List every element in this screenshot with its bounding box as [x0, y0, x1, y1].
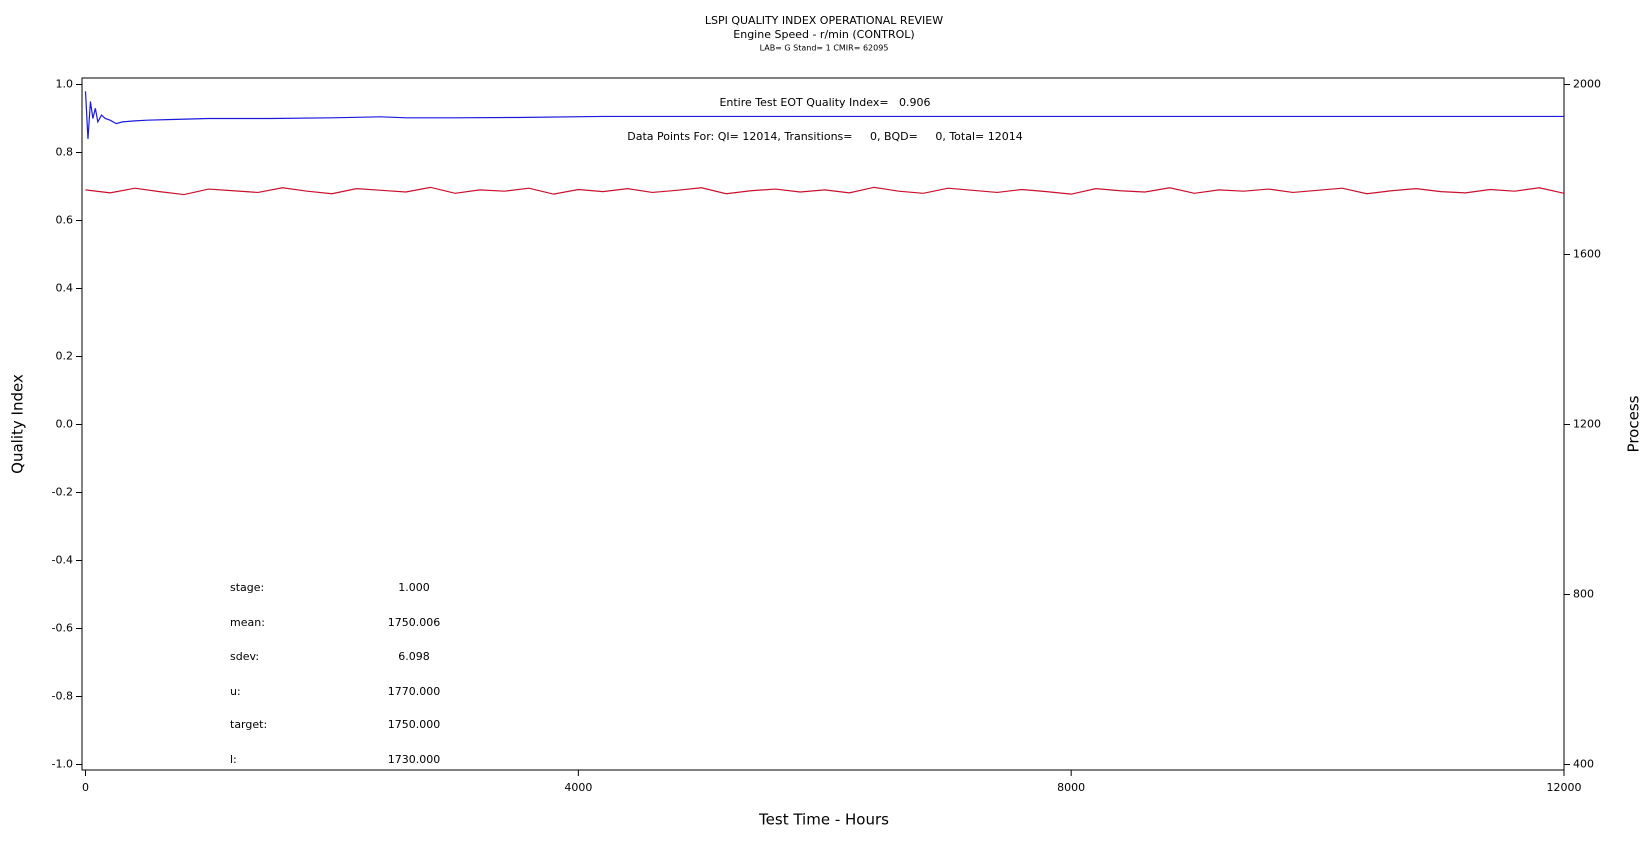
y2-tick-label: 2000 — [1573, 78, 1601, 91]
y-tick-label: -0.8 — [52, 690, 73, 703]
stat-value: 6.098 — [398, 650, 430, 663]
stat-label: target: — [230, 718, 267, 731]
chart-caption: LAB= G Stand= 1 CMIR= 62095 — [760, 44, 889, 53]
stat-value: 1750.006 — [388, 616, 441, 629]
y-tick-label: 1.0 — [56, 78, 74, 91]
y2-tick-label: 1600 — [1573, 248, 1601, 261]
x-tick-label: 4000 — [564, 781, 592, 794]
stat-value: 1770.000 — [388, 685, 441, 698]
stat-label: l: — [230, 753, 237, 766]
stat-label: u: — [230, 685, 241, 698]
annotation: Entire Test EOT Quality Index= 0.906 — [719, 96, 930, 109]
y2-tick-label: 800 — [1573, 588, 1594, 601]
x-axis-title: Test Time - Hours — [758, 811, 889, 829]
y2-tick-label: 400 — [1573, 758, 1594, 771]
y2-axis-title: Process — [1625, 395, 1643, 452]
data-line — [84, 91, 1564, 139]
y2-tick-label: 1200 — [1573, 418, 1601, 431]
data-line — [85, 186, 1565, 196]
y-tick-label: -0.6 — [52, 622, 73, 635]
stat-label: mean: — [230, 616, 265, 629]
x-tick-label: 12000 — [1547, 781, 1582, 794]
stat-value: 1.000 — [398, 581, 430, 594]
y-tick-label: -0.4 — [52, 554, 73, 567]
y-tick-label: 0.6 — [56, 214, 74, 227]
x-tick-label: 0 — [82, 781, 89, 794]
y-tick-label: -0.2 — [52, 486, 73, 499]
y-tick-label: -1.0 — [52, 758, 73, 771]
y-tick-label: 0.8 — [56, 146, 74, 159]
plot-frame — [81, 77, 1565, 771]
stat-label: sdev: — [230, 650, 259, 663]
chart-title: LSPI QUALITY INDEX OPERATIONAL REVIEW — [705, 14, 943, 27]
annotation: Data Points For: QI= 12014, Transitions=… — [627, 130, 1022, 143]
y-tick-label: 0.2 — [56, 350, 74, 363]
stat-label: stage: — [230, 581, 264, 594]
x-tick-label: 8000 — [1057, 781, 1085, 794]
y-axis-title: Quality Index — [9, 374, 27, 474]
stat-value: 1750.000 — [388, 718, 441, 731]
y-tick-label: 0.4 — [56, 282, 74, 295]
chart-subtitle: Engine Speed - r/min (CONTROL) — [733, 28, 914, 41]
stat-value: 1730.000 — [388, 753, 441, 766]
y-tick-label: 0.0 — [56, 418, 74, 431]
